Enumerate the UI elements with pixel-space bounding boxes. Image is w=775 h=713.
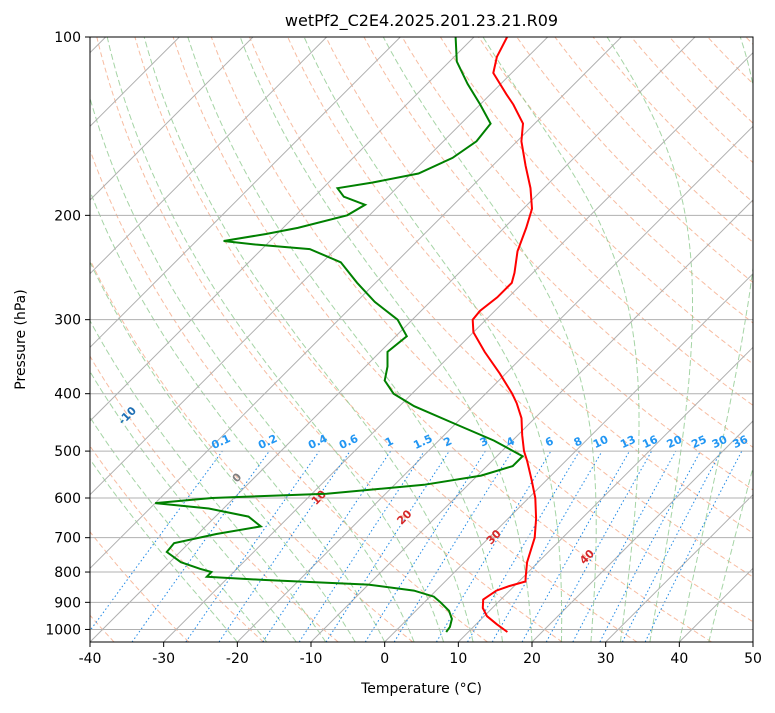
y-axis-label: Pressure (hPa) <box>13 289 29 389</box>
x-tick-label: -20 <box>226 651 249 667</box>
x-tick-label: 50 <box>744 651 762 667</box>
y-tick-label: 800 <box>54 565 81 581</box>
x-axis-label: Temperature (°C) <box>360 681 482 697</box>
x-tick-label: 20 <box>523 651 541 667</box>
x-tick-label: 10 <box>449 651 467 667</box>
y-tick-label: 1000 <box>45 622 81 638</box>
y-tick-label: 600 <box>54 491 81 507</box>
y-tick-label: 500 <box>54 444 81 460</box>
y-tick-label: 700 <box>54 531 81 547</box>
y-tick-label: 900 <box>54 595 81 611</box>
x-tick-label: -10 <box>300 651 323 667</box>
x-tick-label: 40 <box>670 651 688 667</box>
x-tick-label: 0 <box>380 651 389 667</box>
chart-title: wetPf2_C2E4.2025.201.23.21.R09 <box>285 11 558 31</box>
y-tick-label: 400 <box>54 387 81 403</box>
y-tick-label: 100 <box>54 30 81 46</box>
x-tick-label: -30 <box>152 651 175 667</box>
x-tick-label: -40 <box>79 651 102 667</box>
y-tick-label: 200 <box>54 208 81 224</box>
y-tick-label: 300 <box>54 313 81 329</box>
x-tick-label: 30 <box>597 651 615 667</box>
